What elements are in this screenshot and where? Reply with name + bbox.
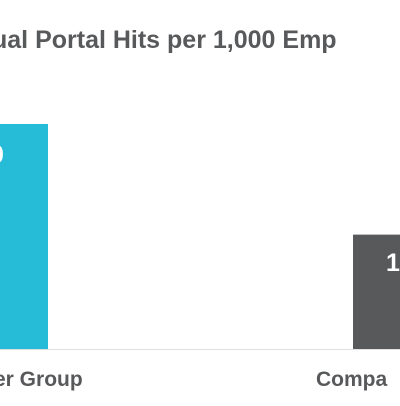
chart-title: ual Portal Hits per 1,000 Emp xyxy=(0,26,337,54)
category-label-1: er Group xyxy=(0,368,83,391)
bar-value-label-1: 0 xyxy=(0,141,4,169)
bars-layer xyxy=(0,124,400,349)
category-label-2: Compa xyxy=(316,368,387,391)
bar-value-label-2: 1 xyxy=(386,249,400,277)
bar-1 xyxy=(0,124,48,349)
labels-layer: 0 er Group 1 Compa xyxy=(0,141,400,391)
bar-2 xyxy=(353,234,400,349)
